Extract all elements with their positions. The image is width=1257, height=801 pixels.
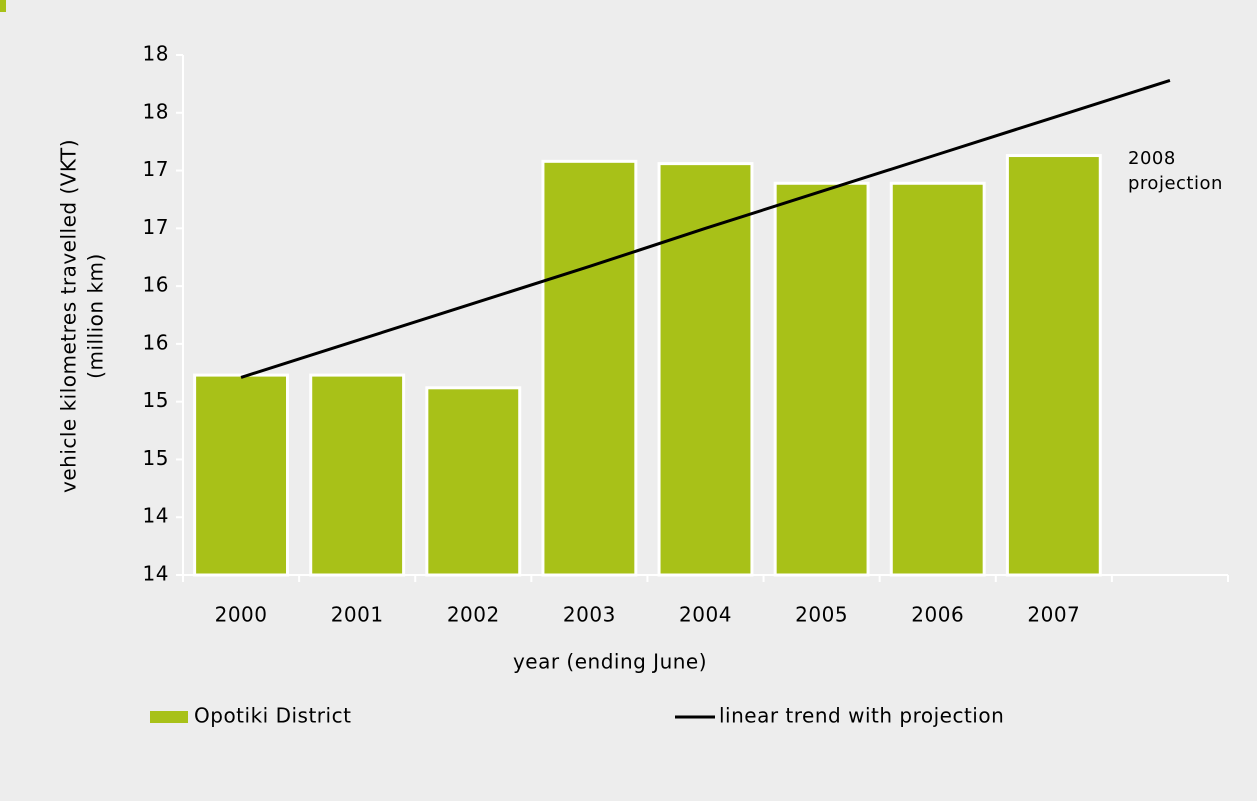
annotation: 2008 (1128, 148, 1176, 169)
x-tick-label: 2002 (447, 603, 500, 627)
x-tick-label: 2005 (795, 603, 848, 627)
legend-label: linear trend with projection (719, 704, 1004, 728)
y-tick-label: 16 (143, 273, 169, 297)
x-tick-label: 2000 (215, 603, 268, 627)
y-tick-label: 15 (143, 446, 169, 470)
y-axis-title: (million km) (84, 253, 108, 379)
legend-label: Opotiki District (194, 704, 351, 728)
y-tick-label: 14 (143, 504, 169, 528)
bar (657, 162, 754, 577)
y-tick-label: 15 (143, 388, 169, 412)
bar (889, 181, 986, 577)
y-tick-label: 16 (143, 330, 169, 354)
bar (193, 373, 289, 577)
bar (309, 373, 406, 577)
bar (541, 159, 638, 577)
y-tick-label: 18 (143, 99, 169, 123)
y-tick-label: 17 (143, 157, 169, 181)
x-tick-label: 2004 (679, 603, 732, 627)
y-tick-label: 17 (143, 215, 169, 239)
corner-accent (0, 0, 6, 12)
x-tick-label: 2001 (331, 603, 384, 627)
y-axis-title: vehicle kilometres travelled (VKT) (57, 139, 81, 493)
y-tick-label: 14 (143, 562, 169, 586)
annotation: projection (1128, 173, 1223, 194)
bar (1005, 154, 1102, 577)
x-tick-label: 2003 (563, 603, 616, 627)
bar (773, 181, 870, 577)
x-tick-label: 2006 (911, 603, 964, 627)
x-tick-label: 2007 (1027, 603, 1080, 627)
trend-line (240, 78, 1171, 379)
legend-swatch (150, 711, 188, 723)
bar (425, 386, 522, 577)
y-tick-label: 18 (143, 42, 169, 66)
x-axis-title: year (ending June) (513, 650, 707, 674)
